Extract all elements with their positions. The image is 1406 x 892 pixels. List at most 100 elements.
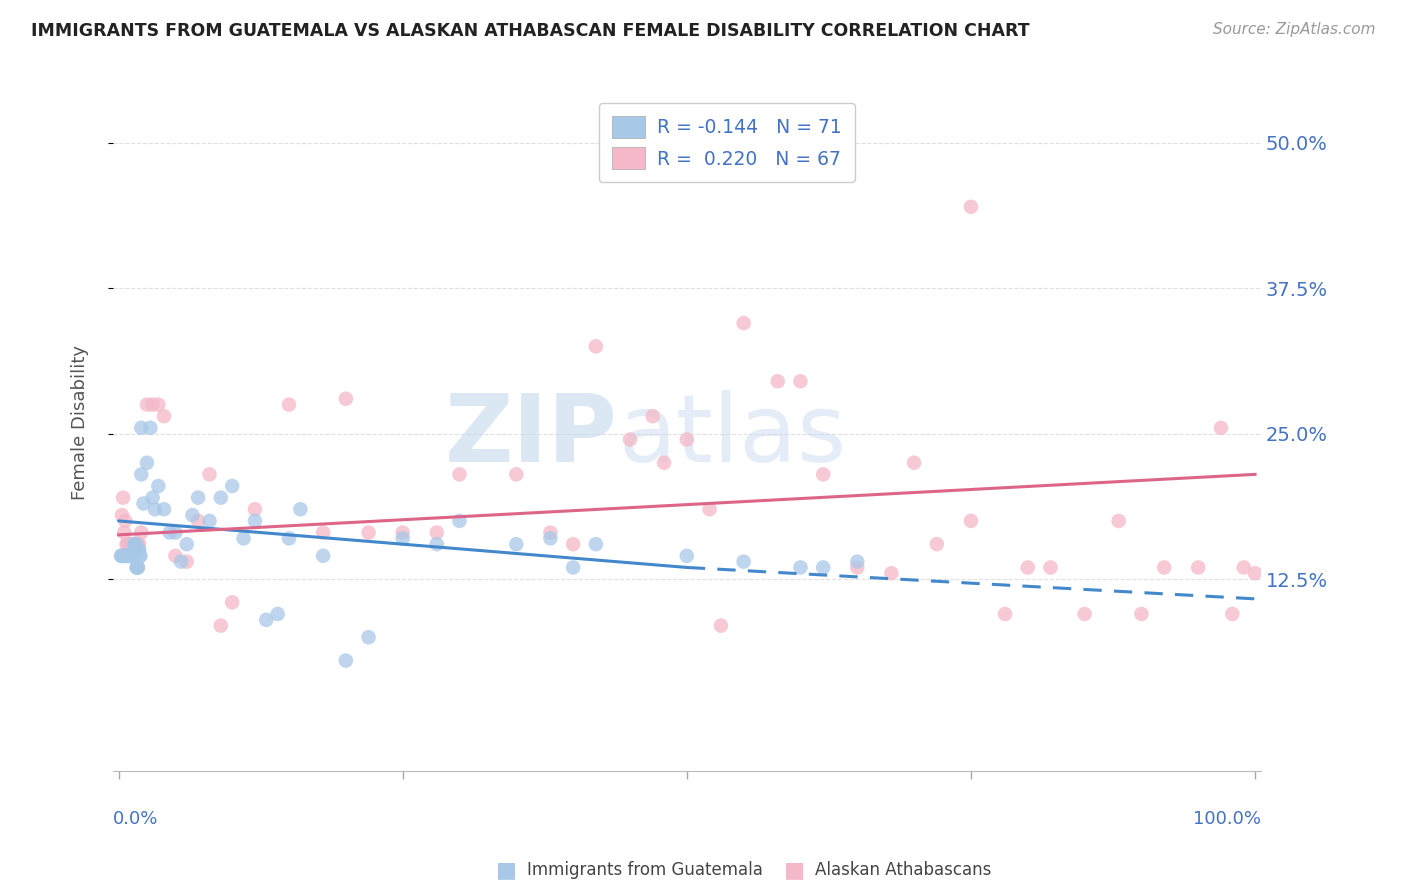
Point xyxy=(846,560,869,574)
Point xyxy=(789,374,811,388)
Point xyxy=(1220,607,1243,621)
Point xyxy=(1108,514,1130,528)
Point xyxy=(117,549,139,563)
Point xyxy=(118,549,141,563)
Point xyxy=(198,467,221,482)
Point xyxy=(187,514,209,528)
Point xyxy=(619,433,641,447)
Text: IMMIGRANTS FROM GUATEMALA VS ALASKAN ATHABASCAN FEMALE DISABILITY CORRELATION CH: IMMIGRANTS FROM GUATEMALA VS ALASKAN ATH… xyxy=(31,22,1029,40)
Point xyxy=(254,613,277,627)
Point xyxy=(209,491,232,505)
Point xyxy=(121,549,143,563)
Point xyxy=(124,537,146,551)
Text: ■: ■ xyxy=(496,860,516,880)
Point xyxy=(125,537,148,551)
Point xyxy=(733,555,755,569)
Point xyxy=(585,537,607,551)
Point xyxy=(136,456,159,470)
Point xyxy=(266,607,288,621)
Point xyxy=(391,525,413,540)
Point xyxy=(538,525,561,540)
Point xyxy=(122,537,145,551)
Point xyxy=(142,398,165,412)
Point xyxy=(505,467,527,482)
Point xyxy=(562,537,585,551)
Point xyxy=(112,525,135,540)
Point xyxy=(117,537,139,551)
Point xyxy=(127,560,149,574)
Point xyxy=(112,549,135,563)
Point xyxy=(121,549,143,563)
Point xyxy=(142,491,165,505)
Point xyxy=(165,525,187,540)
Point xyxy=(114,549,136,563)
Point xyxy=(112,491,135,505)
Point xyxy=(125,560,148,574)
Point xyxy=(118,549,141,563)
Text: ZIP: ZIP xyxy=(446,390,617,482)
Point xyxy=(811,560,834,574)
Point xyxy=(129,467,152,482)
Point xyxy=(710,618,733,632)
Point xyxy=(1209,421,1232,435)
Point xyxy=(124,537,146,551)
Point xyxy=(136,398,159,412)
Point xyxy=(312,549,335,563)
Text: ■: ■ xyxy=(785,860,804,880)
Point xyxy=(1073,607,1095,621)
Point xyxy=(124,537,146,551)
Point xyxy=(120,549,142,563)
Point xyxy=(187,491,209,505)
Point xyxy=(585,339,607,353)
Point xyxy=(153,502,176,516)
Point xyxy=(124,537,146,551)
Point xyxy=(165,549,187,563)
Point xyxy=(789,560,811,574)
Point xyxy=(733,316,755,330)
Point xyxy=(766,374,789,388)
Point xyxy=(903,456,925,470)
Point xyxy=(880,566,903,581)
Point xyxy=(124,537,146,551)
Point xyxy=(652,456,675,470)
Point xyxy=(176,537,198,551)
Point xyxy=(641,409,664,424)
Point xyxy=(129,549,152,563)
Point xyxy=(117,549,139,563)
Point xyxy=(143,502,166,516)
Point xyxy=(209,618,232,632)
Point xyxy=(335,392,357,406)
Point xyxy=(1187,560,1209,574)
Text: Source: ZipAtlas.com: Source: ZipAtlas.com xyxy=(1212,22,1375,37)
Point xyxy=(120,537,142,551)
Point xyxy=(110,549,132,563)
Point xyxy=(198,514,221,528)
Point xyxy=(675,549,697,563)
Point xyxy=(357,525,380,540)
Point xyxy=(505,537,527,551)
Point xyxy=(243,514,266,528)
Point xyxy=(115,549,138,563)
Point xyxy=(1017,560,1039,574)
Point xyxy=(357,630,380,644)
Point xyxy=(148,479,170,493)
Point xyxy=(129,525,152,540)
Point xyxy=(925,537,948,551)
Point xyxy=(125,560,148,574)
Point xyxy=(675,433,697,447)
Point xyxy=(699,502,721,516)
Point xyxy=(290,502,312,516)
Point xyxy=(153,409,176,424)
Legend: R = -0.144   N = 71, R =  0.220   N = 67: R = -0.144 N = 71, R = 0.220 N = 67 xyxy=(599,103,855,182)
Point xyxy=(118,537,141,551)
Point xyxy=(278,532,301,546)
Point xyxy=(118,549,141,563)
Point xyxy=(562,560,585,574)
Point xyxy=(159,525,181,540)
Point xyxy=(129,549,152,563)
Point xyxy=(312,525,335,540)
Point xyxy=(960,514,983,528)
Text: 100.0%: 100.0% xyxy=(1192,810,1261,828)
Point xyxy=(221,595,243,609)
Point xyxy=(426,525,449,540)
